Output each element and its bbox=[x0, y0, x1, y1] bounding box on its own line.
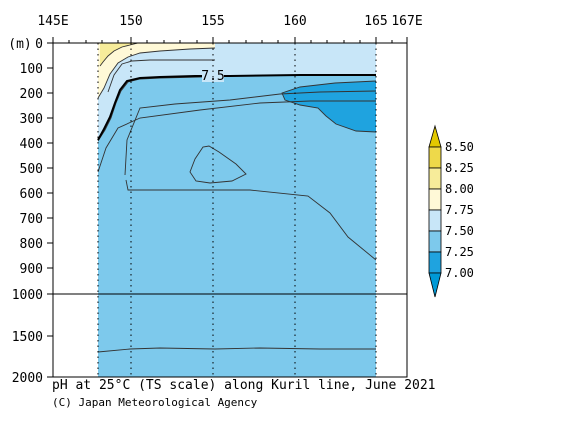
y-tick-label-100: 100 bbox=[20, 62, 43, 77]
colorbar-label-7.75: 7.75 bbox=[445, 203, 474, 217]
colorbar-segment-8.00-8.25 bbox=[428, 167, 442, 190]
x-tick-label-165: 165 bbox=[364, 14, 387, 29]
y-tick-label-300: 300 bbox=[20, 112, 43, 127]
contour-7.5-thick bbox=[97, 74, 376, 141]
y-tick-label-1000: 1000 bbox=[12, 288, 43, 303]
colorbar-label-7.50: 7.50 bbox=[445, 224, 474, 238]
colorbar bbox=[428, 124, 442, 298]
chart-credit: (C) Japan Meteorological Agency bbox=[52, 396, 258, 409]
y-tick-label-600: 600 bbox=[20, 187, 43, 202]
y-tick-label-800: 800 bbox=[20, 237, 43, 252]
fill-level-8.00-8.25 bbox=[100, 43, 138, 66]
y-axis-unit: (m) bbox=[8, 37, 31, 52]
colorbar-segment-7.25-7.50 bbox=[428, 230, 442, 253]
colorbar-segment-7.00-7.25 bbox=[428, 251, 442, 274]
fill-level-7.75-8.00 bbox=[98, 43, 215, 98]
x-axis-ticks bbox=[52, 37, 408, 43]
y-tick-label-500: 500 bbox=[20, 162, 43, 177]
colorbar-label-7.25: 7.25 bbox=[445, 245, 474, 259]
chart-title: pH at 25°C (TS scale) along Kuril line, … bbox=[52, 378, 436, 393]
x-tick-label-155: 155 bbox=[201, 14, 224, 29]
x-tick-label-150: 150 bbox=[119, 14, 142, 29]
colorbar-label-7.00: 7.00 bbox=[445, 266, 474, 280]
y-tick-label-1500: 1500 bbox=[12, 330, 43, 345]
y-tick-label-200: 200 bbox=[20, 87, 43, 102]
x-tick-label-167E: 167E bbox=[391, 14, 422, 29]
fill-level-7.50-7.75 bbox=[98, 43, 376, 141]
colorbar-label-8.25: 8.25 bbox=[445, 161, 474, 175]
plot-frame bbox=[52, 42, 408, 378]
y-tick-label-900: 900 bbox=[20, 262, 43, 277]
colorbar-cap-bottom bbox=[428, 272, 442, 298]
colorbar-label-8.50: 8.50 bbox=[445, 140, 474, 154]
colorbar-label-8.00: 8.00 bbox=[445, 182, 474, 196]
x-tick-label-160: 160 bbox=[283, 14, 306, 29]
colorbar-cap-top bbox=[428, 124, 442, 148]
y-axis-ticks bbox=[47, 42, 53, 378]
y-tick-label-2000: 2000 bbox=[12, 371, 43, 386]
station-lines bbox=[97, 43, 377, 377]
y-tick-label-0: 0 bbox=[35, 37, 43, 52]
colorbar-segment-7.50-7.75 bbox=[428, 209, 442, 232]
fill-level-7.00-7.25 bbox=[282, 81, 376, 132]
y-tick-label-400: 400 bbox=[20, 137, 43, 152]
colorbar-segment-8.25-8.50 bbox=[428, 146, 442, 169]
contour-lines bbox=[97, 43, 377, 353]
y-tick-label-700: 700 bbox=[20, 212, 43, 227]
x-tick-label-145E: 145E bbox=[37, 14, 68, 29]
colorbar-segment-7.75-8.00 bbox=[428, 188, 442, 211]
